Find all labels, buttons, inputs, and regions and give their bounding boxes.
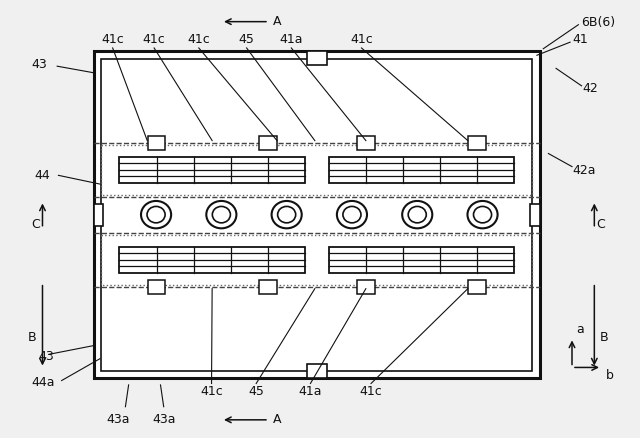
Bar bbox=[329, 156, 514, 183]
Text: C: C bbox=[32, 218, 40, 231]
Text: A: A bbox=[273, 15, 282, 28]
Bar bbox=[259, 280, 276, 293]
Text: 44: 44 bbox=[34, 169, 50, 182]
Text: 41a: 41a bbox=[299, 385, 322, 398]
Bar bbox=[102, 235, 532, 285]
Bar bbox=[468, 136, 486, 149]
Text: 6B(6): 6B(6) bbox=[582, 16, 616, 29]
Bar bbox=[102, 145, 532, 194]
Bar bbox=[307, 51, 327, 65]
Bar bbox=[468, 280, 486, 293]
Bar bbox=[329, 247, 514, 273]
Bar bbox=[120, 247, 305, 273]
Text: 43a: 43a bbox=[106, 413, 129, 426]
Text: 43: 43 bbox=[38, 350, 54, 363]
Text: 41c: 41c bbox=[188, 33, 210, 46]
Text: 45: 45 bbox=[239, 33, 255, 46]
Bar bbox=[259, 136, 276, 149]
Bar bbox=[101, 59, 532, 371]
Text: 41: 41 bbox=[572, 33, 588, 46]
Text: A: A bbox=[273, 413, 282, 426]
Text: 44a: 44a bbox=[31, 376, 55, 389]
Text: B: B bbox=[28, 331, 36, 344]
Text: 43a: 43a bbox=[152, 413, 175, 426]
Bar bbox=[148, 280, 166, 293]
Text: 41c: 41c bbox=[200, 385, 223, 398]
Text: 43: 43 bbox=[31, 57, 47, 71]
Bar bbox=[93, 51, 540, 378]
Text: 41c: 41c bbox=[101, 33, 124, 46]
Text: 42: 42 bbox=[583, 81, 598, 95]
Text: 41c: 41c bbox=[360, 385, 383, 398]
Text: B: B bbox=[600, 331, 608, 344]
Bar bbox=[148, 136, 166, 149]
Bar bbox=[357, 280, 375, 293]
Bar bbox=[307, 364, 327, 378]
Text: 45: 45 bbox=[248, 385, 264, 398]
Bar bbox=[120, 156, 305, 183]
Text: C: C bbox=[596, 218, 605, 231]
Text: 41c: 41c bbox=[350, 33, 373, 46]
Text: 42a: 42a bbox=[572, 165, 595, 177]
Bar bbox=[93, 204, 104, 226]
Text: b: b bbox=[606, 369, 614, 382]
Text: 41a: 41a bbox=[280, 33, 303, 46]
Text: 41c: 41c bbox=[143, 33, 166, 46]
Bar bbox=[530, 204, 540, 226]
Text: a: a bbox=[576, 322, 584, 336]
Bar bbox=[357, 136, 375, 149]
